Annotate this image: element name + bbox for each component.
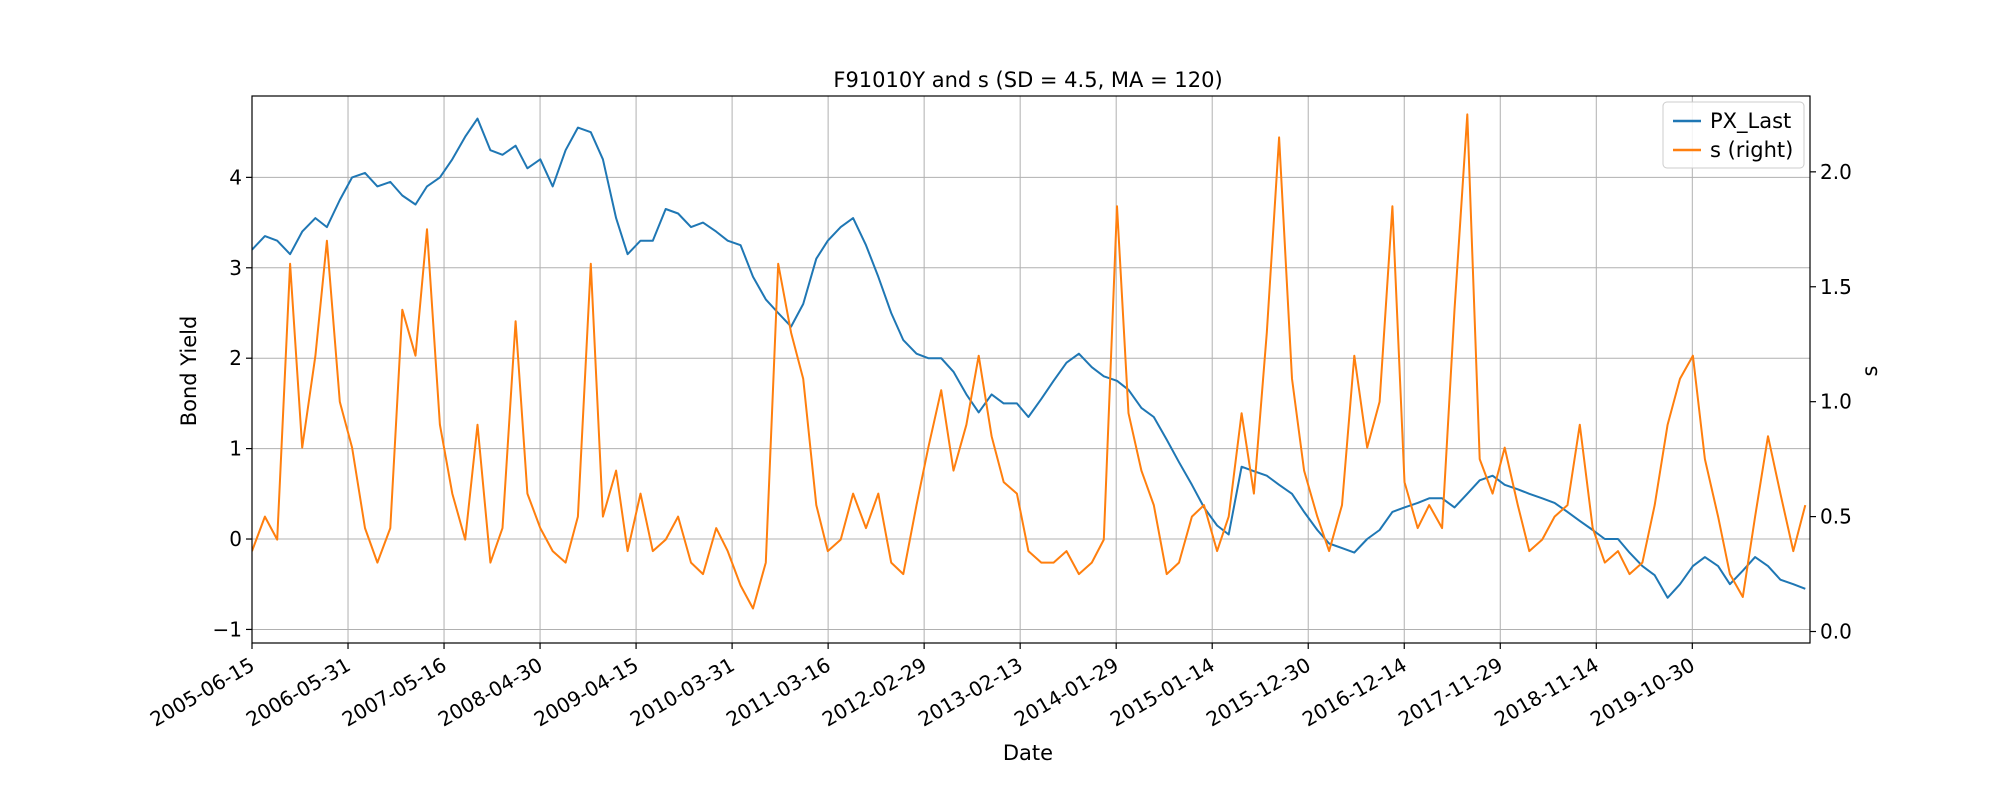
- series-line-s-right: [252, 113, 1807, 610]
- legend-box: [1662, 101, 1805, 169]
- y-tick-label: 3: [229, 256, 242, 280]
- y-tick-label: 2: [229, 346, 242, 370]
- series-layer: [252, 113, 1807, 610]
- y-tick-label: 1: [229, 437, 242, 461]
- y-axis-left: −1 0 1 2 3 4: [213, 165, 252, 641]
- plot-frame: [251, 95, 1811, 644]
- legend-label: PX_Last: [1710, 109, 1791, 134]
- y-right-tick-label: 1.5: [1820, 275, 1852, 299]
- y-tick-label: 0: [229, 527, 242, 551]
- chart-title: F91010Y and s (SD = 4.5, MA = 120): [833, 68, 1222, 92]
- y-tick-label: −1: [213, 617, 242, 641]
- legend-label: s (right): [1710, 138, 1793, 162]
- x-axis-label: Date: [1003, 741, 1053, 765]
- y-tick-label: 4: [229, 165, 242, 189]
- grid: [251, 96, 1810, 643]
- y-right-tick-label: 1.0: [1820, 390, 1852, 414]
- y-axis-right-label: s: [1858, 366, 1882, 377]
- series-line-px-last: [252, 117, 1806, 599]
- y-right-tick-label: 2.0: [1820, 160, 1852, 184]
- y-axis-right: 0.0 0.5 1.0 1.5 2.0: [1810, 160, 1852, 644]
- y-axis-label: Bond Yield: [177, 316, 201, 427]
- y-right-tick-label: 0.5: [1820, 505, 1852, 529]
- y-right-tick-label: 0.0: [1820, 620, 1852, 644]
